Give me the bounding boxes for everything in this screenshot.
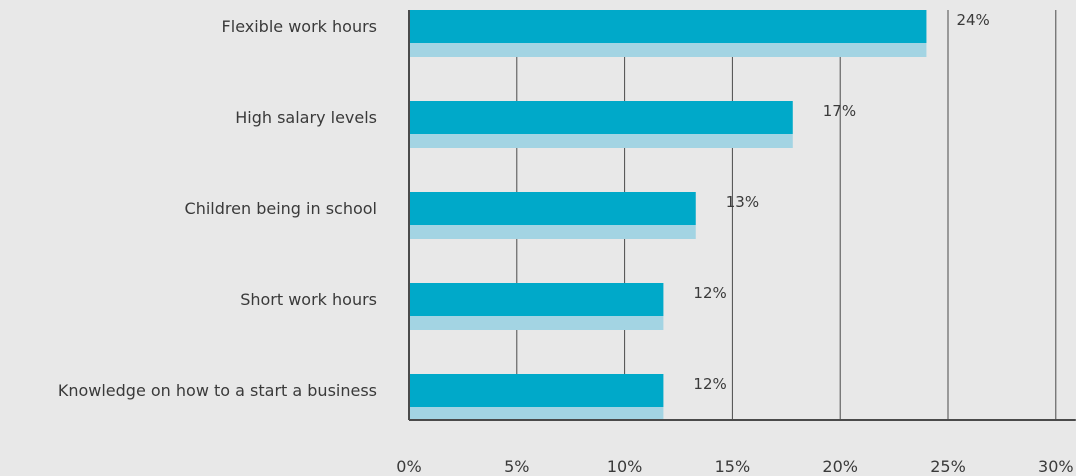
x-tick-label-20: 20% [822, 457, 858, 476]
x-tick-label-5: 5% [504, 457, 529, 476]
category-label-0: Flexible work hours [222, 17, 377, 36]
x-tick-label-10: 10% [607, 457, 643, 476]
category-label-3: Short work hours [240, 290, 377, 309]
x-tick-label-25: 25% [930, 457, 966, 476]
bar-shadow-0 [409, 43, 927, 57]
x-tick-label-30: 30% [1038, 457, 1074, 476]
value-label-0: 24% [956, 11, 989, 29]
x-tick-label-15: 15% [715, 457, 751, 476]
value-label-4: 12% [693, 375, 726, 393]
bar-4 [409, 374, 664, 407]
value-label-3: 12% [693, 284, 726, 302]
labels-layer: 0% 5% 10% 15% 20% 25% 30% Flexible work hours 24… [58, 11, 1074, 476]
category-label-4: Knowledge on how to a start a business [58, 381, 377, 400]
bar-shadow-3 [409, 316, 664, 330]
value-label-2: 13% [726, 193, 759, 211]
bar-0 [409, 10, 927, 43]
bar-1 [409, 101, 793, 134]
bar-2 [409, 192, 696, 225]
category-label-1: High salary levels [235, 108, 377, 127]
grid-layer [516, 10, 1057, 420]
bar-3 [409, 283, 664, 316]
bars-layer [409, 10, 927, 421]
x-tick-label-0: 0% [396, 457, 421, 476]
bar-shadow-2 [409, 225, 696, 239]
category-label-2: Children being in school [185, 199, 377, 218]
bar-shadow-1 [409, 134, 793, 148]
bar-shadow-4 [409, 407, 664, 421]
axis-layer [408, 10, 1076, 421]
value-label-1: 17% [823, 102, 856, 120]
